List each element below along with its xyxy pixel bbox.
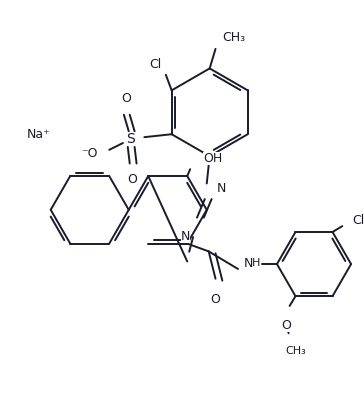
Text: O: O — [128, 173, 138, 186]
Text: O: O — [281, 319, 291, 332]
Text: H: H — [252, 258, 260, 268]
Text: O: O — [211, 293, 221, 306]
Text: S: S — [126, 132, 135, 146]
Text: CH₃: CH₃ — [222, 31, 245, 44]
Text: Cl: Cl — [150, 58, 162, 72]
Text: N: N — [217, 182, 226, 195]
Text: OH: OH — [203, 152, 222, 165]
Text: N: N — [181, 230, 190, 243]
Text: Na⁺: Na⁺ — [27, 128, 51, 141]
Text: O: O — [121, 92, 131, 105]
Text: ⁻O: ⁻O — [81, 147, 98, 160]
Text: N: N — [244, 257, 253, 270]
Text: Cl: Cl — [352, 214, 364, 227]
Text: CH₃: CH₃ — [285, 346, 306, 356]
